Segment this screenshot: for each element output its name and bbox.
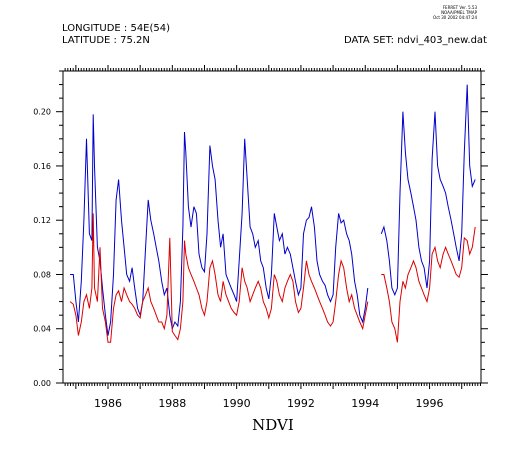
x-tick-label: 1996 [416, 397, 444, 410]
dataset-line: DATA SET: ndvi_403_new.dat [344, 35, 487, 46]
x-tick-label: 1986 [94, 397, 122, 410]
dataset-label: DATA SET: [344, 35, 394, 46]
series-1-line [380, 84, 476, 297]
x-tick-label: 1988 [158, 397, 186, 410]
x-tick-label: 1994 [351, 397, 379, 410]
series-2-line [381, 226, 476, 343]
version-stamp: FERRET Ver. 5.53 NOAA/PMEL TMAP Oct 30 2… [433, 5, 477, 20]
x-tick-label: 1992 [287, 397, 315, 410]
y-tick-label: 0.00 [33, 379, 51, 388]
dataset-value: ndvi_403_new.dat [397, 35, 487, 46]
latitude-value: 75.2N [120, 35, 150, 46]
longitude-value: 54E(54) [130, 23, 171, 34]
longitude-label: LONGITUDE : [62, 23, 128, 34]
y-tick-label: 0.20 [33, 108, 51, 117]
y-tick-label: 0.12 [33, 216, 51, 225]
series-1-line [70, 114, 369, 336]
chart-series [69, 84, 476, 343]
longitude-line: LONGITUDE : 54E(54) [62, 23, 170, 34]
y-tick-label: 0.08 [33, 270, 51, 279]
latitude-label: LATITUDE : [62, 35, 117, 46]
x-axis-label: NDVI [252, 416, 294, 434]
latitude-line: LATITUDE : 75.2N [62, 35, 150, 46]
x-tick-label: 1990 [223, 397, 251, 410]
series-2-line [69, 213, 369, 343]
chart-axes: 1986 1988 1990 1992 1994 1996 0.00 0.04 0.08 0.12… [33, 65, 488, 410]
version-line-1: FERRET Ver. 5.53 [442, 5, 477, 10]
version-line-2: NOAA/PMEL TMAP [441, 10, 477, 15]
version-line-3: Oct 30 2002 04:47:24 [433, 15, 477, 20]
y-tick-label: 0.04 [33, 325, 51, 334]
y-tick-label: 0.16 [33, 162, 51, 171]
plot-frame [62, 70, 482, 384]
